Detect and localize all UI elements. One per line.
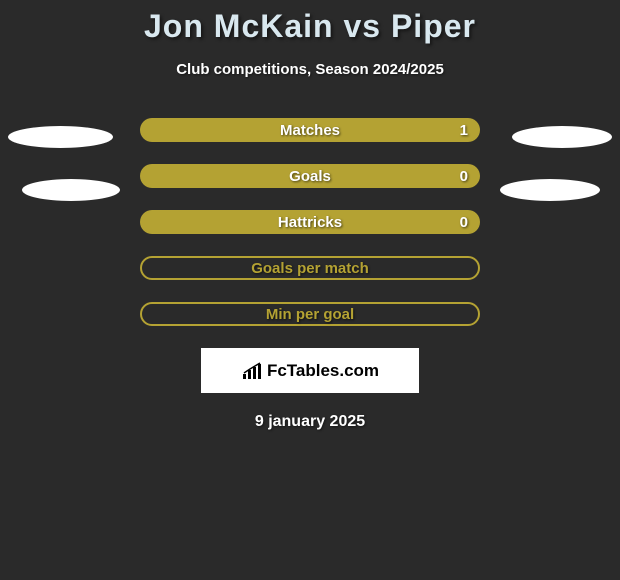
stat-row: Goals per match [0,256,620,280]
stat-bar: Goals per match [140,256,480,280]
stat-row: Goals 0 [0,164,620,188]
chart-icon [241,362,263,380]
stat-label: Goals per match [251,260,369,277]
page-title: Jon McKain vs Piper [0,0,620,45]
logo-text: FcTables.com [267,361,379,381]
logo: FcTables.com [241,361,379,381]
stat-bar: Matches 1 [140,118,480,142]
stat-label: Matches [280,122,340,139]
stat-label: Hattricks [278,214,342,231]
stat-bar: Min per goal [140,302,480,326]
stat-bar: Goals 0 [140,164,480,188]
stat-label: Min per goal [266,306,354,323]
stat-value: 0 [460,168,468,185]
stat-row: Hattricks 0 [0,210,620,234]
stats-container: Matches 1 Goals 0 Hattricks 0 Goals per match M… [0,118,620,326]
date-text: 9 january 2025 [0,413,620,431]
stat-label: Goals [289,168,331,185]
stat-value: 0 [460,214,468,231]
stat-bar: Hattricks 0 [140,210,480,234]
stat-value: 1 [460,122,468,139]
stat-row: Min per goal [0,302,620,326]
logo-box: FcTables.com [201,348,419,393]
subtitle: Club competitions, Season 2024/2025 [0,61,620,78]
stat-row: Matches 1 [0,118,620,142]
